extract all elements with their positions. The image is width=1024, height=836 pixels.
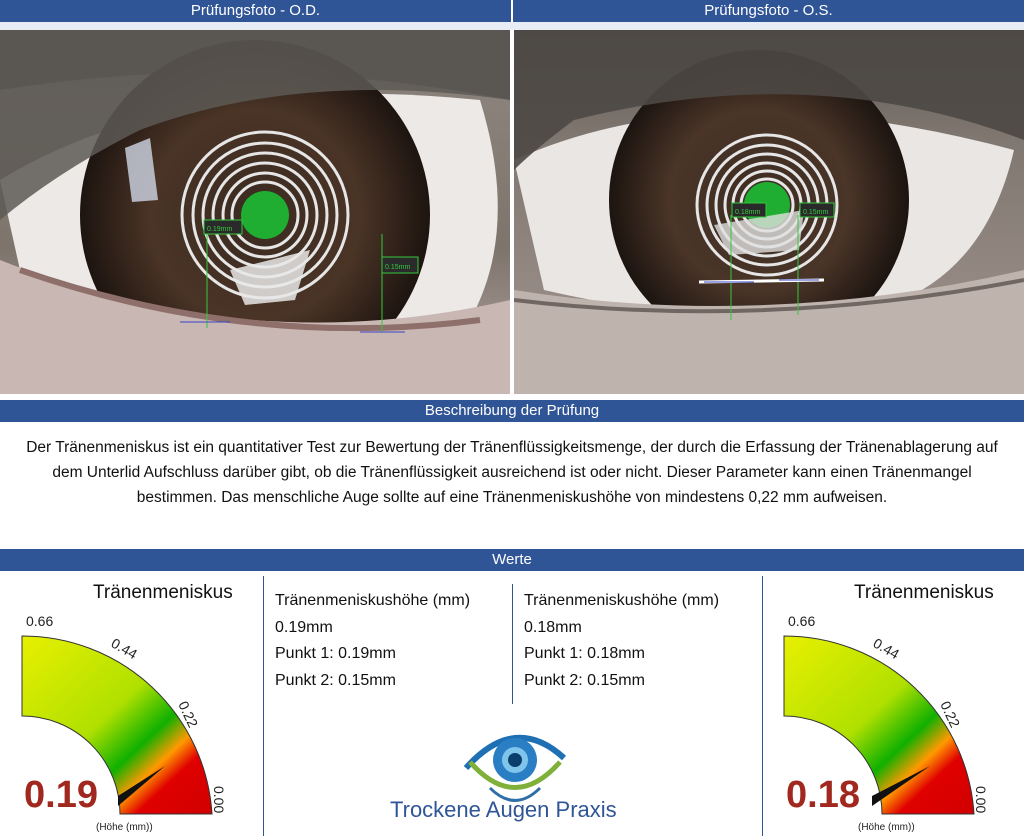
eye-logo-icon (463, 734, 567, 802)
divider-right (762, 576, 763, 836)
os-gauge-value: 0.18 (786, 774, 860, 816)
os-point2: Punkt 2: 0.15mm (524, 671, 645, 689)
logo-text: Trockene Augen Praxis (390, 797, 617, 822)
od-photo-title: Prüfungsfoto - O.D. (190, 2, 321, 19)
description-title: Beschreibung der Prüfung (424, 402, 600, 419)
description-header: Beschreibung der Prüfung (0, 400, 1024, 422)
od-tick-000: 0.00 (211, 786, 227, 813)
divider-center (512, 584, 513, 704)
od-gauge-needle (118, 766, 165, 806)
header-spacer (0, 22, 1024, 30)
od-point1: Punkt 1: 0.19mm (275, 645, 396, 662)
os-point2-label: 0.15mm (803, 209, 828, 216)
os-point1: Punkt 1: 0.18mm (524, 645, 645, 662)
od-height-value: 0.19mm (275, 618, 333, 636)
os-gauge-dial: 0.66 0.44 0.22 0.00 (783, 613, 989, 815)
os-gauge: Tränenmeniskus 0.66 0.44 0.22 0.00 0.18 … (762, 574, 1024, 836)
od-measurements: Tränenmeniskushöhe (mm) 0.19mm Punkt 1: … (275, 588, 470, 694)
os-height-label: Tränenmeniskushöhe (mm) (524, 592, 720, 609)
od-gauge-value: 0.19 (24, 774, 98, 816)
os-height-value: 0.18mm (524, 618, 582, 636)
od-pupil-marker (241, 191, 289, 239)
od-point2: Punkt 2: 0.15mm (275, 671, 396, 689)
os-photo-title: Prüfungsfoto - O.S. (704, 2, 833, 19)
od-eye-photo: 0.19mm 0.15mm (0, 30, 510, 394)
os-gauge-unit: (Höhe (mm)) (858, 822, 915, 833)
os-tick-044: 0.44 (871, 635, 903, 663)
od-gauge-unit: (Höhe (mm)) (96, 822, 153, 833)
os-tick-000: 0.00 (973, 786, 989, 813)
od-gauge-title: Tränenmeniskus (93, 582, 233, 603)
values-title: Werte (492, 551, 532, 568)
od-point1-label: 0.19mm (207, 226, 232, 233)
od-height-label: Tränenmeniskushöhe (mm) (275, 592, 471, 609)
os-tick-066: 0.66 (788, 613, 815, 629)
os-gauge-title: Tränenmeniskus (854, 582, 994, 603)
od-point2-label: 0.15mm (385, 264, 410, 271)
os-point1-label: 0.18mm (735, 209, 760, 216)
od-gauge-dial: 0.66 0.44 0.22 0.00 (21, 613, 227, 815)
os-gauge-needle (872, 766, 930, 806)
os-eye-photo: 0.18mm 0.15mm (514, 30, 1024, 394)
od-gauge: Tränenmeniskus 0.66 0.44 0.22 0.00 0.19 … (0, 574, 262, 836)
os-measurements: Tränenmeniskushöhe (mm) 0.18mm Punkt 1: … (524, 588, 719, 694)
values-header: Werte (0, 549, 1024, 571)
od-tick-044: 0.44 (109, 635, 141, 663)
values-section: Tränenmeniskus 0.66 0.44 0.22 0.00 0.19 … (0, 574, 1024, 836)
os-photo-header: Prüfungsfoto - O.S. (513, 0, 1024, 22)
od-photo-header: Prüfungsfoto - O.D. (0, 0, 511, 22)
description-text: Der Tränenmeniskus ist ein quantitativer… (26, 439, 998, 506)
divider-left (263, 576, 264, 836)
od-tick-066: 0.66 (26, 613, 53, 629)
description-body: Der Tränenmeniskus ist ein quantitativer… (0, 428, 1024, 542)
